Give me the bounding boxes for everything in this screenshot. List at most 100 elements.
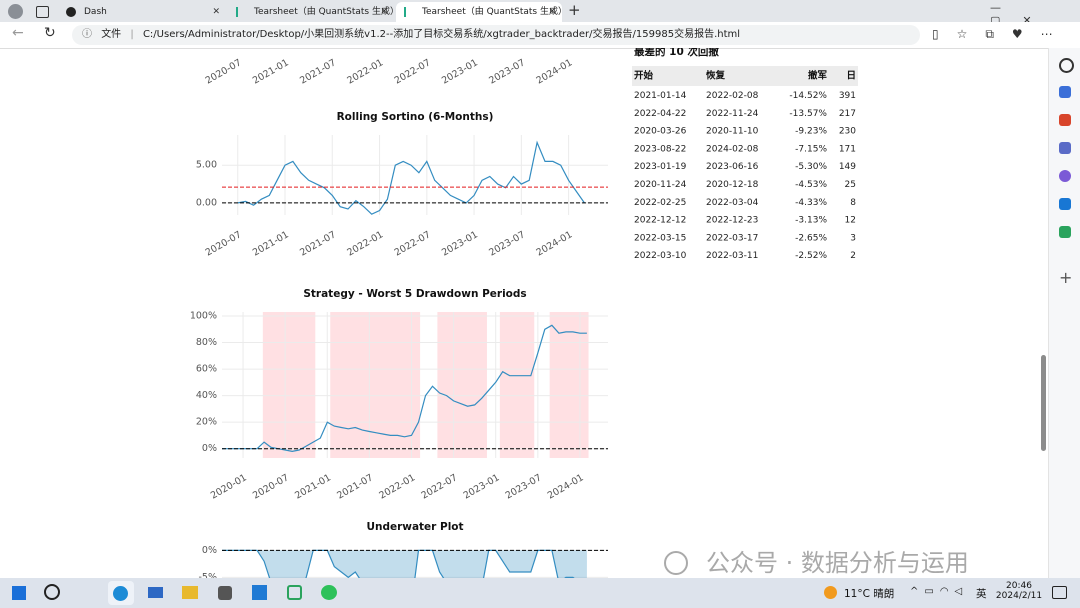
tab-active[interactable]: Tearsheet（由 QuantStats 生成） ✕ bbox=[396, 2, 562, 22]
y-tick-label: 0% bbox=[202, 443, 217, 454]
tab-title: Tearsheet（由 QuantStats 生成） bbox=[422, 7, 562, 17]
drawdown-span bbox=[330, 312, 421, 458]
table-cell: -4.33% bbox=[795, 198, 827, 208]
y-tick-label: 80% bbox=[196, 337, 217, 348]
app-icon[interactable] bbox=[1059, 114, 1071, 126]
table-cell: 2023-01-19 bbox=[634, 162, 687, 172]
drawdown-span bbox=[549, 312, 589, 458]
back[interactable]: ← bbox=[12, 25, 24, 41]
search-button[interactable] bbox=[44, 584, 60, 600]
area-fill bbox=[222, 550, 587, 578]
y-tick-label: -5% bbox=[199, 572, 218, 578]
x-tick-label: 2023-07 bbox=[487, 229, 527, 258]
app-mail[interactable] bbox=[148, 587, 163, 598]
app-edge[interactable] bbox=[108, 581, 134, 605]
x-tick-label: 2023-07 bbox=[504, 472, 544, 501]
table-header: 恢复 bbox=[706, 70, 726, 82]
table-cell: 2022-02-08 bbox=[706, 91, 759, 101]
table-cell: 171 bbox=[839, 144, 856, 154]
y-tick-label: 5.00 bbox=[196, 160, 217, 171]
table-cell: 2022-04-22 bbox=[634, 109, 686, 119]
time: 20:46 bbox=[1006, 581, 1032, 591]
table-cell: 2020-11-24 bbox=[634, 180, 687, 190]
scrollbar-thumb[interactable] bbox=[1041, 355, 1046, 451]
tab[interactable]: Tearsheet（由 QuantStats 生成） ✕ bbox=[228, 2, 394, 22]
ime[interactable]: 英 bbox=[976, 588, 987, 600]
series-line bbox=[237, 140, 585, 215]
table-cell: 3 bbox=[850, 233, 856, 243]
sidebar: + bbox=[1048, 48, 1080, 578]
x-tick-label: 2020-07 bbox=[251, 472, 291, 501]
app-icon[interactable] bbox=[1059, 142, 1071, 154]
app-icon[interactable] bbox=[1059, 198, 1071, 210]
watermark-icon bbox=[664, 551, 688, 575]
x-tick-label: 2024-01 bbox=[534, 57, 574, 86]
x-tick-label: 2023-07 bbox=[487, 57, 527, 86]
clock[interactable]: 20:46 2024/2/11 bbox=[995, 581, 1043, 601]
y-tick-label: 100% bbox=[190, 310, 217, 321]
tab[interactable]: Dash ✕ bbox=[58, 2, 226, 22]
table-cell: 217 bbox=[839, 109, 856, 119]
table-cell: 8 bbox=[850, 198, 856, 208]
start-button[interactable] bbox=[12, 586, 26, 600]
taskbar: 11°C 晴朗 ^▭◠◁ 英 20:46 2024/2/11 bbox=[0, 578, 1080, 608]
x-tick-label: 2022-01 bbox=[345, 229, 385, 258]
tray-icons[interactable]: ^▭◠◁ bbox=[910, 586, 969, 597]
x-tick-label: 2021-01 bbox=[293, 472, 333, 501]
app-icon[interactable] bbox=[1059, 226, 1071, 238]
app-icon[interactable] bbox=[1059, 170, 1071, 182]
table-header: 撤军 bbox=[808, 70, 828, 82]
app-icon[interactable] bbox=[1059, 86, 1071, 98]
table-header: 日 bbox=[846, 71, 856, 82]
x-tick-label: 2020-07 bbox=[204, 57, 244, 86]
x-tick-label: 2022-01 bbox=[377, 472, 417, 501]
app-vscode[interactable] bbox=[252, 585, 267, 600]
table-cell: 2022-03-17 bbox=[706, 233, 758, 243]
table-cell: 2021-01-14 bbox=[634, 91, 687, 101]
chart-title: Strategy - Worst 5 Drawdown Periods bbox=[303, 288, 526, 300]
table-cell: -9.23% bbox=[795, 127, 827, 137]
app-explorer[interactable] bbox=[182, 586, 198, 599]
table-cell: -3.13% bbox=[795, 216, 827, 226]
file-label: 文件 bbox=[101, 29, 122, 40]
app-wechat[interactable] bbox=[321, 585, 337, 600]
tab-title: Tearsheet（由 QuantStats 生成） bbox=[254, 7, 394, 17]
table-header: 开始 bbox=[634, 70, 654, 82]
x-tick-label: 2023-01 bbox=[440, 57, 480, 86]
y-tick-label: 0% bbox=[202, 545, 217, 556]
watermark: 公众号 · 数据分析与运用 bbox=[706, 549, 969, 577]
table-cell: -4.53% bbox=[795, 180, 827, 190]
new-tab[interactable]: + bbox=[568, 1, 581, 19]
series-line bbox=[222, 324, 587, 453]
notifications[interactable] bbox=[1052, 586, 1067, 599]
reload[interactable]: ↻ bbox=[44, 25, 56, 41]
x-tick-label: 2021-07 bbox=[298, 57, 338, 86]
url-box[interactable]: ⓘ 文件 | C:/Users/Administrator/Desktop/小果… bbox=[72, 25, 920, 45]
table-cell: 2022-02-25 bbox=[634, 198, 686, 208]
table-cell: 391 bbox=[839, 91, 856, 101]
x-tick-label: 2022-07 bbox=[393, 57, 433, 86]
table-cell: 25 bbox=[845, 180, 856, 190]
app[interactable] bbox=[287, 585, 302, 600]
table-cell: 2022-03-15 bbox=[634, 233, 686, 243]
x-tick-label: 2023-01 bbox=[462, 472, 502, 501]
profile-icon[interactable] bbox=[8, 4, 23, 19]
add-icon[interactable]: + bbox=[1059, 268, 1073, 287]
chart-title: Rolling Sortino (6-Months) bbox=[337, 111, 494, 123]
weather[interactable]: 11°C 晴朗 bbox=[844, 588, 895, 600]
table-cell: 12 bbox=[845, 216, 856, 226]
tab-strip: Dash ✕ Tearsheet（由 QuantStats 生成） ✕ Tearsh… bbox=[0, 0, 1080, 27]
table-cell: 2024-02-08 bbox=[706, 144, 759, 154]
app-store[interactable] bbox=[218, 586, 232, 600]
search-icon[interactable] bbox=[1059, 58, 1074, 73]
table-cell: 2022-03-10 bbox=[634, 251, 687, 261]
tab-actions[interactable] bbox=[36, 6, 49, 18]
tab-title: Dash bbox=[84, 7, 107, 17]
table-cell: -7.15% bbox=[795, 144, 827, 154]
x-tick-label: 2022-07 bbox=[393, 229, 433, 258]
toolbar-icons[interactable]: ▯☆⧉♥⋯ bbox=[932, 27, 1071, 41]
table-cell: -14.52% bbox=[789, 91, 827, 101]
table-title: 最差的 10 次回撤 bbox=[634, 48, 719, 58]
